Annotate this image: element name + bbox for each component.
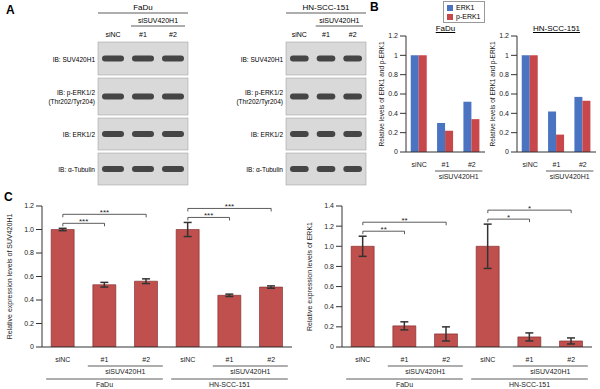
svg-text:siNC: siNC bbox=[292, 31, 307, 38]
svg-text:siNC: siNC bbox=[105, 31, 120, 38]
svg-text:1.0: 1.0 bbox=[24, 226, 34, 233]
svg-text:siNC: siNC bbox=[480, 356, 495, 363]
svg-text:1.2: 1.2 bbox=[499, 32, 509, 39]
svg-text:Relative levels of ERK1 and p-: Relative levels of ERK1 and p-ERK1 bbox=[378, 41, 386, 147]
svg-text:Relative levels of ERK1 and p-: Relative levels of ERK1 and p-ERK1 bbox=[489, 41, 497, 147]
svg-text:IB: ERK1/2: IB: ERK1/2 bbox=[63, 131, 96, 138]
html-text:C: C bbox=[4, 190, 13, 204]
svg-text:#1: #1 bbox=[101, 356, 109, 363]
svg-text:#1: #1 bbox=[526, 356, 534, 363]
svg-text:#2: #2 bbox=[349, 31, 357, 38]
svg-text:0.2: 0.2 bbox=[388, 129, 398, 136]
svg-text:1.0: 1.0 bbox=[324, 243, 334, 250]
html-text:ERK1: ERK1 bbox=[456, 4, 475, 11]
svg-text:0: 0 bbox=[330, 343, 334, 350]
svg-text:FaDu: FaDu bbox=[396, 381, 413, 388]
svg-text:#2: #2 bbox=[169, 31, 177, 38]
svg-text:IB: α-Tubulin: IB: α-Tubulin bbox=[58, 166, 95, 173]
svg-text:#2: #2 bbox=[567, 356, 575, 363]
svg-text:siSUV420H1: siSUV420H1 bbox=[550, 173, 590, 180]
svg-text:siNC: siNC bbox=[55, 356, 70, 363]
html-text:FaDu: FaDu bbox=[435, 24, 456, 33]
svg-text:0.6: 0.6 bbox=[388, 90, 398, 97]
svg-text:0.2: 0.2 bbox=[24, 320, 34, 327]
svg-text:**: ** bbox=[401, 216, 407, 225]
svg-text:siNC: siNC bbox=[355, 356, 370, 363]
svg-text:#2: #2 bbox=[468, 161, 476, 168]
svg-text:***: *** bbox=[79, 217, 88, 226]
svg-text:(Thr202/Tyr204): (Thr202/Tyr204) bbox=[236, 98, 283, 106]
svg-text:siSUV420H1: siSUV420H1 bbox=[405, 368, 445, 375]
svg-text:(Thr202/Tyr204): (Thr202/Tyr204) bbox=[48, 98, 95, 106]
svg-text:IB: SUV420H1: IB: SUV420H1 bbox=[241, 56, 284, 63]
svg-text:IB: α-Tubulin: IB: α-Tubulin bbox=[246, 166, 283, 173]
svg-text:Relative expression levels of: Relative expression levels of ERK1 bbox=[306, 222, 314, 331]
svg-text:siNC: siNC bbox=[523, 161, 538, 168]
svg-text:0: 0 bbox=[394, 148, 398, 155]
svg-text:siNC: siNC bbox=[180, 356, 195, 363]
svg-text:#2: #2 bbox=[267, 356, 275, 363]
svg-text:siSUV420H1: siSUV420H1 bbox=[439, 173, 479, 180]
svg-text:0.4: 0.4 bbox=[388, 110, 398, 117]
svg-text:**: ** bbox=[381, 225, 387, 234]
svg-text:1.2: 1.2 bbox=[24, 202, 34, 209]
svg-text:#1: #1 bbox=[553, 161, 561, 168]
svg-text:0.8: 0.8 bbox=[324, 263, 334, 270]
svg-text:FaDu: FaDu bbox=[96, 381, 113, 388]
svg-text:0.6: 0.6 bbox=[499, 90, 509, 97]
svg-text:HN-SCC-151: HN-SCC-151 bbox=[209, 381, 250, 388]
svg-text:siSUV420H1: siSUV420H1 bbox=[530, 368, 570, 375]
svg-text:0: 0 bbox=[505, 148, 509, 155]
svg-text:0: 0 bbox=[30, 343, 34, 350]
svg-text:0.2: 0.2 bbox=[324, 323, 334, 330]
svg-text:***: *** bbox=[100, 208, 109, 217]
svg-text:0.4: 0.4 bbox=[324, 303, 334, 310]
svg-text:siSUV420H1: siSUV420H1 bbox=[138, 17, 178, 24]
svg-text:#2: #2 bbox=[579, 161, 587, 168]
svg-text:HN-SCC-151: HN-SCC-151 bbox=[302, 3, 350, 12]
svg-text:IB: SUV420H1: IB: SUV420H1 bbox=[53, 56, 96, 63]
svg-text:#1: #1 bbox=[139, 31, 147, 38]
html-text:p-ERK1: p-ERK1 bbox=[456, 13, 481, 20]
svg-text:*: * bbox=[507, 213, 510, 222]
svg-text:#1: #1 bbox=[442, 161, 450, 168]
html-text:HN-SCC-151: HN-SCC-151 bbox=[532, 24, 581, 33]
svg-text:siSUV420H1: siSUV420H1 bbox=[230, 368, 270, 375]
svg-text:1: 1 bbox=[505, 52, 509, 59]
svg-text:IB: p-ERK1/2: IB: p-ERK1/2 bbox=[245, 89, 283, 97]
svg-text:***: *** bbox=[204, 211, 213, 220]
svg-text:1: 1 bbox=[394, 52, 398, 59]
svg-text:IB: p-ERK1/2: IB: p-ERK1/2 bbox=[57, 89, 95, 97]
svg-text:0.8: 0.8 bbox=[388, 71, 398, 78]
svg-text:0.4: 0.4 bbox=[499, 110, 509, 117]
svg-text:A: A bbox=[8, 3, 15, 17]
svg-text:0.4: 0.4 bbox=[24, 296, 34, 303]
svg-text:siNC: siNC bbox=[412, 161, 427, 168]
html-text:B: B bbox=[370, 0, 379, 14]
svg-text:0.8: 0.8 bbox=[499, 71, 509, 78]
svg-text:siSUV420H1: siSUV420H1 bbox=[105, 368, 145, 375]
svg-text:1.4: 1.4 bbox=[324, 202, 334, 209]
svg-text:#1: #1 bbox=[226, 356, 234, 363]
svg-text:*: * bbox=[528, 204, 531, 213]
svg-text:Relative expression levels of: Relative expression levels of SUV420H1 bbox=[8, 214, 14, 340]
svg-text:siSUV420H1: siSUV420H1 bbox=[319, 17, 359, 24]
svg-text:0.2: 0.2 bbox=[499, 129, 509, 136]
svg-text:***: *** bbox=[225, 202, 234, 211]
svg-text:0.6: 0.6 bbox=[324, 283, 334, 290]
svg-text:#2: #2 bbox=[142, 356, 150, 363]
svg-text:1.2: 1.2 bbox=[324, 223, 334, 230]
svg-text:#2: #2 bbox=[442, 356, 450, 363]
svg-text:0.6: 0.6 bbox=[24, 273, 34, 280]
svg-text:#1: #1 bbox=[322, 31, 330, 38]
svg-text:1.2: 1.2 bbox=[388, 32, 398, 39]
svg-text:0.8: 0.8 bbox=[24, 249, 34, 256]
svg-text:#1: #1 bbox=[401, 356, 409, 363]
svg-text:IB: ERK1/2: IB: ERK1/2 bbox=[251, 131, 284, 138]
svg-text:FaDu: FaDu bbox=[133, 3, 153, 12]
svg-text:HN-SCC-151: HN-SCC-151 bbox=[509, 381, 550, 388]
